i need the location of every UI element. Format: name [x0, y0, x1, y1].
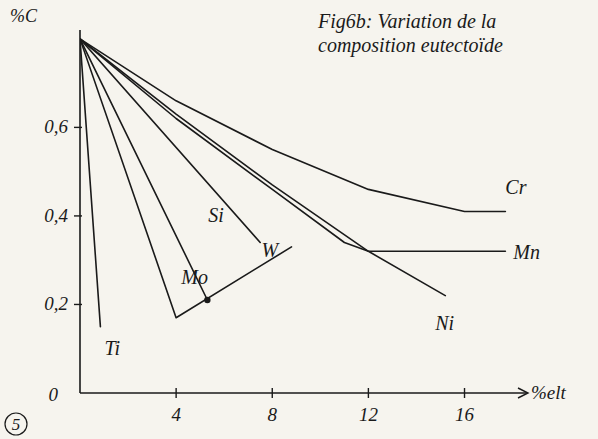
x-tick [464, 388, 465, 398]
y-tick [74, 127, 82, 128]
x-axis-title: %elt [531, 382, 567, 403]
series-label: Ti [104, 337, 120, 359]
series-label: Mo [180, 266, 208, 288]
chart: 0 0,2 0,4 0,6 4 8 12 16 %C %elt 5 Ti Mo W Si Ni Mn Cr Fig6… [0, 0, 598, 439]
y-tick-label: 0,4 [44, 205, 68, 226]
x-tick-label: 8 [268, 404, 278, 425]
series-label: W [261, 239, 280, 261]
x-tick-label: 4 [171, 404, 181, 425]
y-tick-label: 0,6 [44, 116, 68, 137]
y-tick [74, 215, 82, 216]
y-axis-title: %C [10, 6, 38, 26]
x-tick-label: 12 [359, 404, 379, 425]
title-line: Fig6b: Variation de la [317, 10, 496, 33]
series-line [80, 39, 505, 251]
x-axis [80, 392, 527, 394]
series-line [80, 39, 445, 296]
x-tick [368, 388, 369, 398]
series-label: Cr [505, 176, 526, 198]
series-line [80, 39, 100, 327]
series-label: Ni [434, 312, 454, 334]
series-label: Mn [512, 241, 540, 263]
title-line: composition eutectoïde [318, 34, 503, 57]
series-line [80, 39, 260, 243]
x-tick [272, 388, 273, 398]
x-tick-label: 16 [455, 404, 475, 425]
series-line [80, 39, 207, 300]
y-tick-label: 0 [49, 384, 59, 405]
x-arrow [518, 388, 528, 398]
series-label: Si [208, 204, 224, 226]
series-line [80, 39, 292, 318]
series-group [80, 39, 505, 327]
annotation-circle [5, 413, 27, 435]
title: Fig6b: Variation de lacomposition eutect… [317, 10, 503, 57]
y-tick-label: 0,2 [44, 293, 68, 314]
y-tick [74, 304, 82, 305]
x-tick [175, 388, 176, 398]
series-line [80, 39, 505, 212]
y-axis [79, 30, 81, 393]
annotation: 5 [12, 415, 21, 434]
